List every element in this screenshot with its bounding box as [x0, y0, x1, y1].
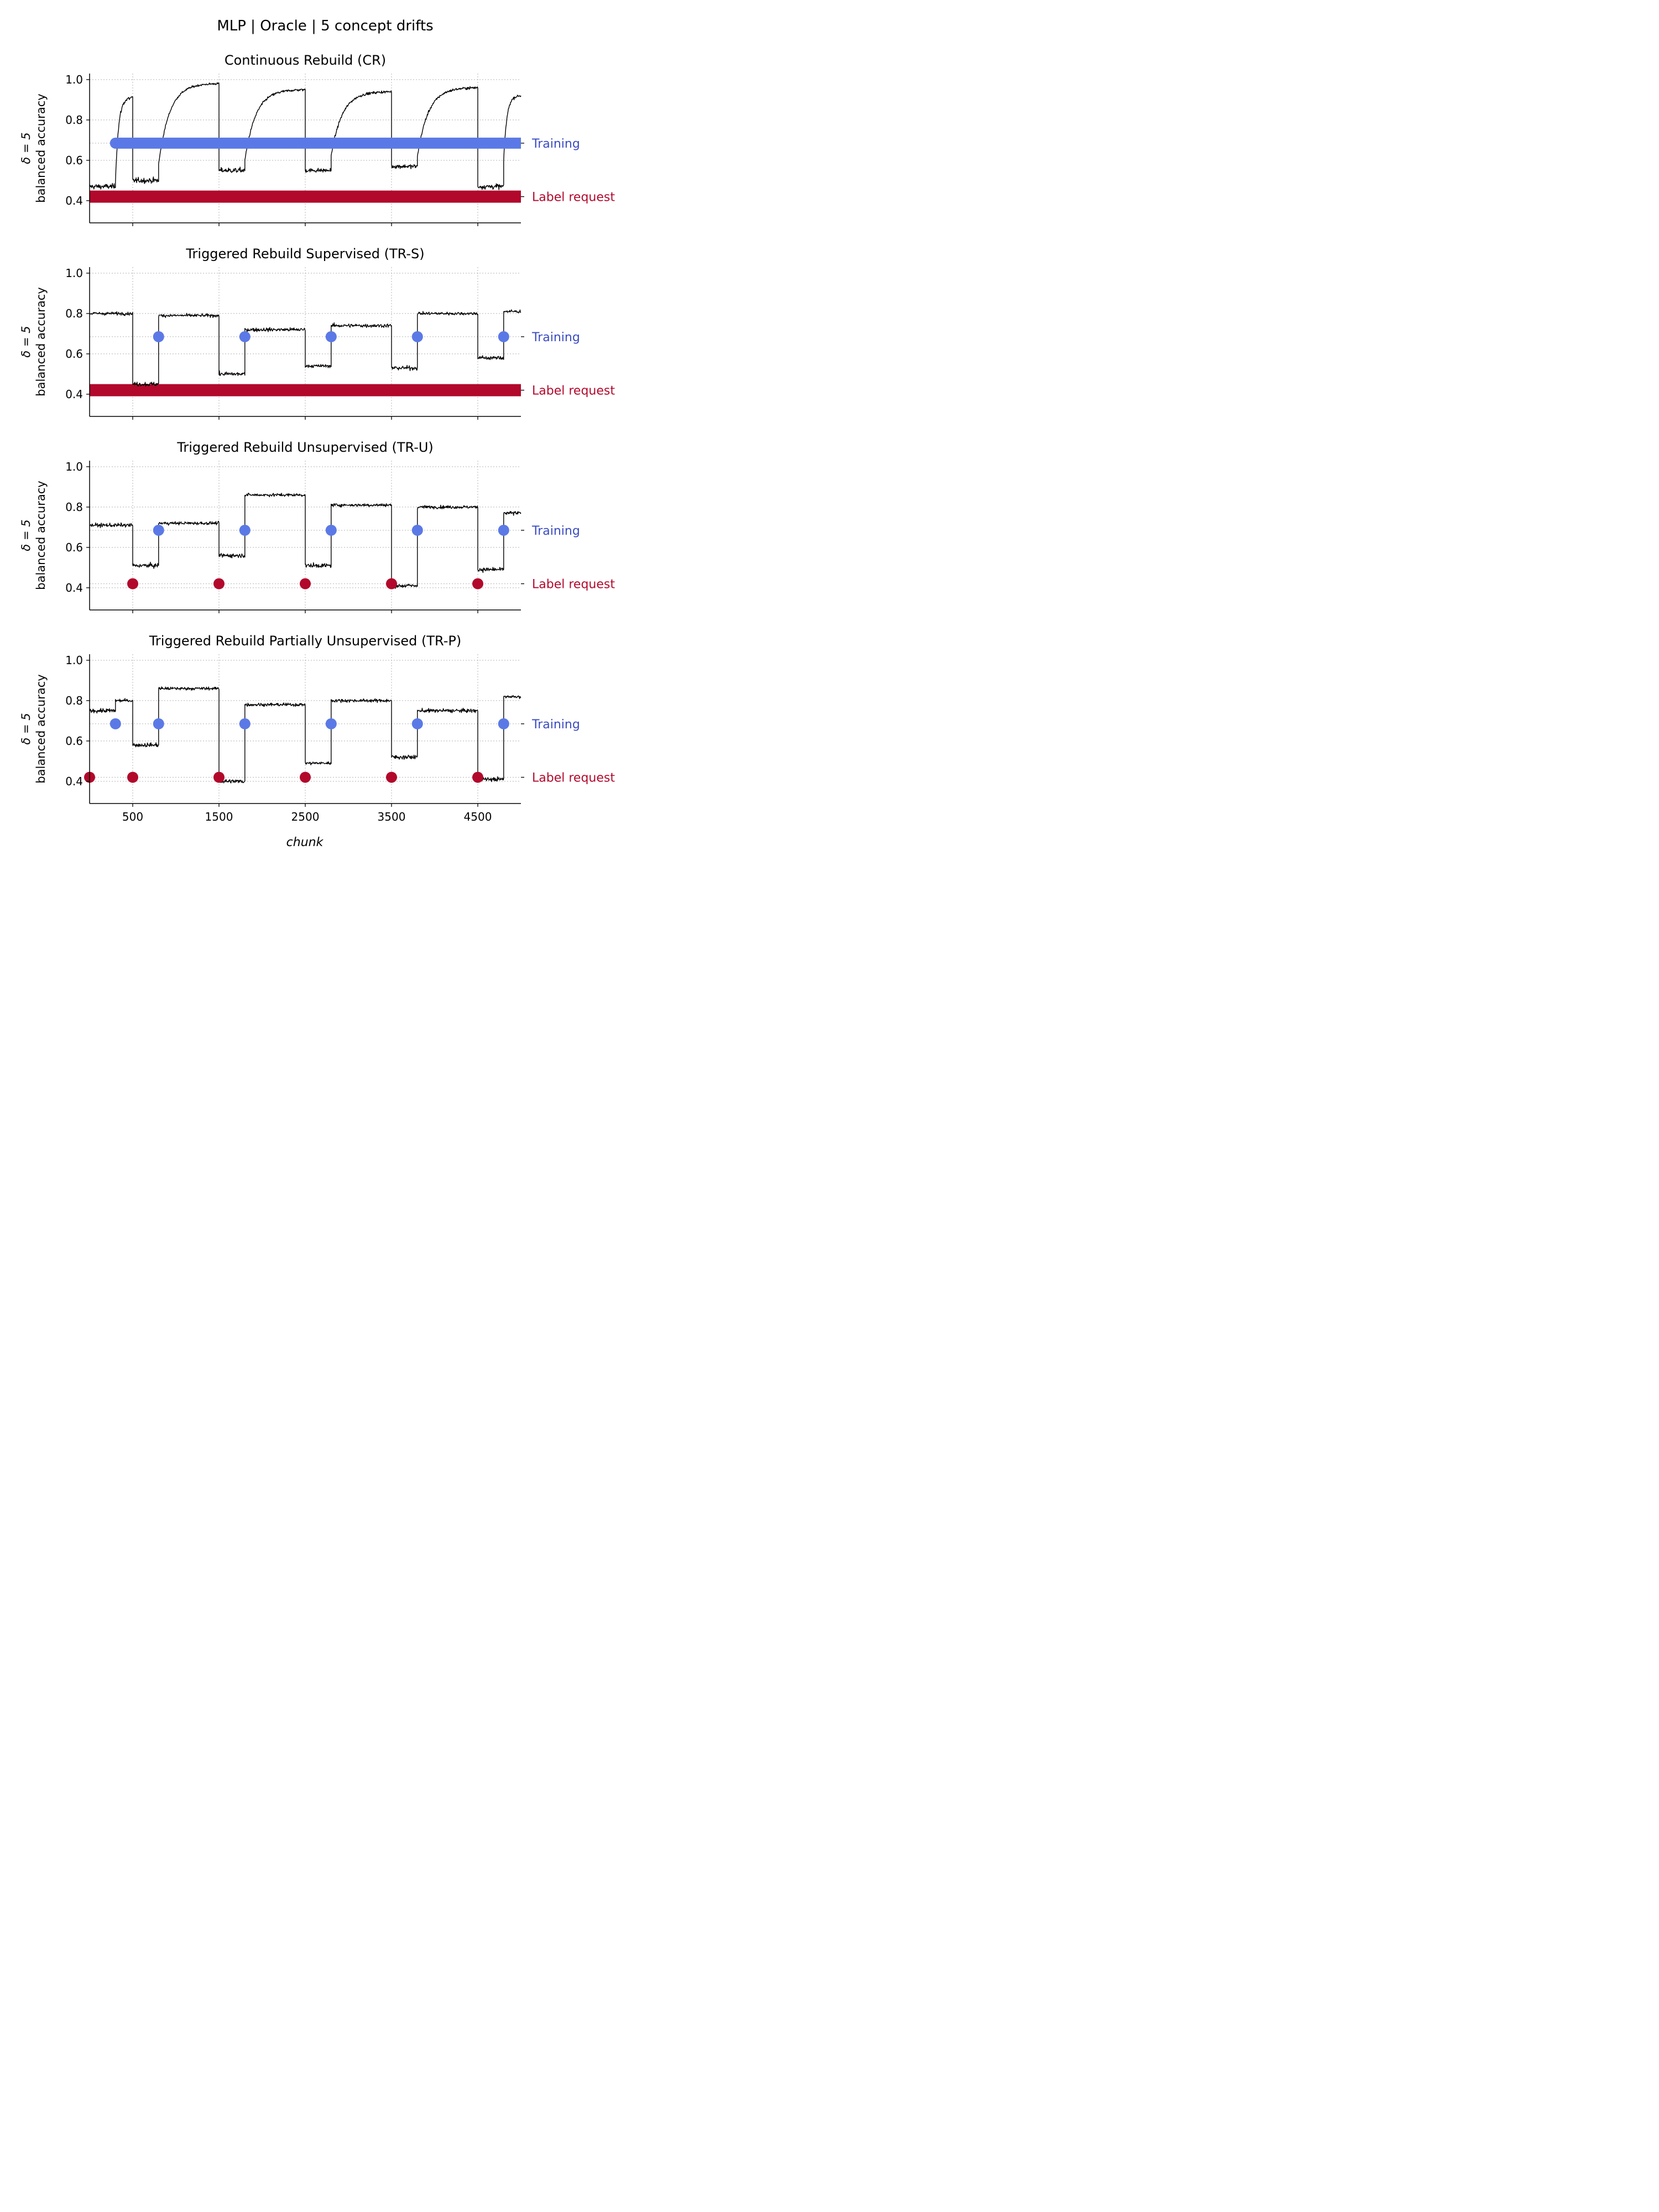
y-tick-label: 0.4 — [65, 581, 83, 594]
label-request-point — [472, 771, 483, 783]
panel-title: Continuous Rebuild (CR) — [225, 53, 386, 68]
label-request-point — [386, 578, 397, 589]
label-request-axis-label: Label request — [532, 771, 615, 785]
training-axis-label: Training — [531, 137, 580, 151]
y-axis-label: balanced accuracy — [34, 674, 48, 783]
training-point — [325, 331, 337, 342]
y-axis-label: balanced accuracy — [34, 287, 48, 396]
figure: MLP | Oracle | 5 concept drifts Continuo… — [0, 0, 649, 865]
training-point — [239, 718, 251, 729]
figure-background — [0, 0, 649, 865]
accuracy-series-line — [89, 82, 521, 190]
y-axis-label-delta: δ = 5 — [19, 519, 33, 551]
y-axis-label-delta: δ = 5 — [19, 326, 33, 357]
training-point — [239, 331, 251, 342]
y-tick-label: 1.0 — [65, 654, 83, 667]
label-request-point — [472, 578, 483, 589]
label-request-axis-label: Label request — [532, 578, 615, 592]
accuracy-series-line — [89, 309, 521, 387]
y-tick-label: 0.6 — [65, 734, 83, 748]
label-request-point — [213, 578, 225, 589]
label-request-point — [127, 578, 138, 589]
chart-panel-3: Triggered Rebuild Unsupervised (TR-U) 0.4… — [19, 440, 615, 613]
training-band — [115, 137, 521, 149]
y-tick-label: 1.0 — [65, 267, 83, 280]
training-point — [153, 524, 164, 536]
label-request-point — [386, 771, 397, 783]
training-point — [325, 718, 337, 729]
panel-title: Triggered Rebuild Supervised (TR-S) — [185, 246, 424, 262]
y-tick-label: 0.6 — [65, 541, 83, 554]
training-point — [411, 718, 423, 729]
training-band-cap — [109, 137, 121, 149]
label-request-point — [300, 771, 311, 783]
training-point — [498, 718, 509, 729]
y-tick-label: 0.6 — [65, 347, 83, 361]
x-tick-label: 2500 — [291, 810, 320, 823]
training-axis-label: Training — [531, 331, 580, 345]
training-axis-label: Training — [531, 524, 580, 538]
x-axis-label: chunk — [286, 836, 324, 849]
y-axis-label-delta: δ = 5 — [19, 713, 33, 744]
accuracy-series-line — [89, 686, 521, 784]
training-point — [498, 331, 509, 342]
y-tick-label: 0.4 — [65, 388, 83, 401]
label-request-band — [90, 384, 521, 397]
panel-title: Triggered Rebuild Unsupervised (TR-U) — [176, 440, 434, 455]
y-tick-label: 0.8 — [65, 694, 83, 707]
y-axis-label: balanced accuracy — [34, 481, 48, 589]
training-point — [153, 718, 164, 729]
training-point — [109, 718, 121, 729]
training-point — [153, 331, 164, 342]
x-tick-label: 500 — [122, 810, 143, 823]
label-request-axis-label: Label request — [532, 191, 615, 205]
x-tick-label: 3500 — [378, 810, 406, 823]
panels: Continuous Rebuild (CR) 0.4 0.6 0.8 1.0 Train… — [19, 53, 615, 823]
y-tick-label: 1.0 — [65, 73, 83, 86]
figure-suptitle: MLP | Oracle | 5 concept drifts — [217, 18, 433, 34]
chart-panel-4: Triggered Rebuild Partially Unsupervised… — [19, 633, 615, 823]
training-axis-label: Training — [531, 718, 580, 732]
panel-title: Triggered Rebuild Partially Unsupervised… — [149, 633, 461, 649]
label-request-point — [300, 578, 311, 589]
y-axis-label-delta: δ = 5 — [19, 132, 33, 164]
training-point — [411, 331, 423, 342]
label-request-band — [90, 190, 521, 203]
chart-panel-1: Continuous Rebuild (CR) 0.4 0.6 0.8 1.0 Train… — [19, 53, 615, 226]
training-point — [411, 524, 423, 536]
y-tick-label: 0.8 — [65, 307, 83, 320]
label-request-point — [127, 771, 138, 783]
label-request-axis-label: Label request — [532, 384, 615, 398]
x-tick-label: 4500 — [464, 810, 492, 823]
label-request-point — [213, 771, 225, 783]
y-tick-label: 0.4 — [65, 775, 83, 788]
y-tick-label: 1.0 — [65, 460, 83, 473]
y-tick-label: 0.8 — [65, 113, 83, 127]
training-point — [239, 524, 251, 536]
y-tick-label: 0.6 — [65, 154, 83, 167]
training-point — [498, 524, 509, 536]
x-tick-label: 1500 — [205, 810, 233, 823]
training-point — [325, 524, 337, 536]
y-tick-label: 0.8 — [65, 500, 83, 514]
y-axis-label: balanced accuracy — [34, 93, 48, 202]
chart-panel-2: Triggered Rebuild Supervised (TR-S) 0.4 0.… — [19, 246, 615, 420]
accuracy-series-line — [89, 493, 521, 589]
y-tick-label: 0.4 — [65, 194, 83, 207]
